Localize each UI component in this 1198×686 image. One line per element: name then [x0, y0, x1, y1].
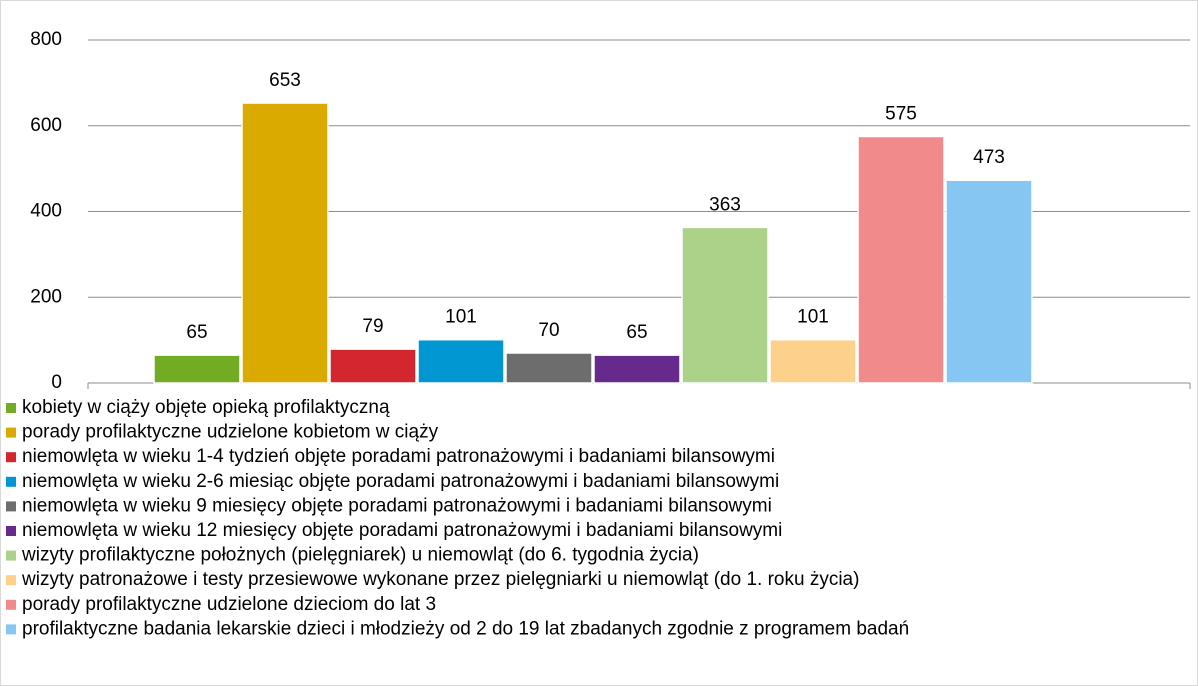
- bar: [505, 352, 593, 384]
- data-label: 65: [186, 322, 207, 343]
- data-label: 101: [445, 307, 477, 328]
- bar: [681, 226, 769, 384]
- bar: [945, 179, 1033, 384]
- legend-swatch: [6, 427, 16, 438]
- data-label: 575: [885, 103, 917, 124]
- legend-swatch: [6, 575, 16, 586]
- data-label: 70: [538, 320, 559, 341]
- bar: [329, 348, 417, 384]
- legend-swatch: [6, 476, 16, 487]
- legend-swatch: [6, 550, 16, 561]
- data-label: 79: [362, 316, 383, 337]
- legend-swatch: [6, 526, 16, 536]
- bar: [241, 102, 329, 384]
- legend-label: profilaktyczne badania lekarskie dzieci …: [22, 618, 909, 639]
- y-tick-label: 600: [30, 115, 62, 136]
- legend-swatch: [6, 403, 16, 413]
- legend-label: kobiety w ciąży objęte opieką profilakty…: [22, 397, 390, 418]
- legend-label: niemowlęta w wieku 12 miesięcy objęte po…: [22, 520, 782, 541]
- data-label: 101: [797, 307, 829, 328]
- y-tick-label: 800: [30, 29, 62, 50]
- bar: [769, 338, 857, 384]
- y-tick-label: 400: [30, 201, 62, 222]
- bar: [857, 135, 945, 384]
- data-label: 65: [626, 322, 647, 343]
- legend-swatch: [6, 624, 16, 635]
- y-tick-label: 200: [30, 286, 62, 307]
- data-label: 363: [709, 194, 741, 215]
- legend-label: niemowlęta w wieku 9 miesięcy objęte por…: [22, 495, 772, 516]
- legend-swatch: [6, 599, 16, 610]
- legend-swatch: [6, 501, 16, 512]
- legend-label: niemowlęta w wieku 1-4 tydzień objęte po…: [22, 446, 775, 467]
- bar: [417, 338, 505, 384]
- y-tick-label: 0: [51, 372, 62, 393]
- data-label: 653: [269, 70, 301, 91]
- legend-label: porady profilaktyczne udzielone kobietom…: [22, 422, 439, 443]
- legend-label: niemowlęta w wieku 2-6 miesiąc objęte po…: [22, 471, 779, 492]
- legend-swatch: [6, 452, 16, 463]
- legend-label: wizyty profilaktyczne położnych (pielęgn…: [21, 545, 699, 566]
- bar: [153, 354, 241, 384]
- legend-label: wizyty patronażowe i testy przesiewowe w…: [21, 569, 859, 590]
- legend-label: porady profilaktyczne udzielone dzieciom…: [22, 594, 436, 615]
- data-label: 473: [973, 147, 1005, 168]
- bar: [593, 354, 681, 384]
